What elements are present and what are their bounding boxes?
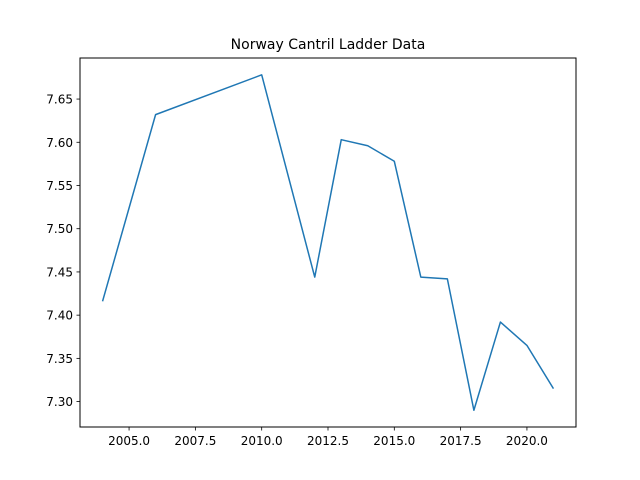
- x-tick-label: 2017.5: [440, 434, 482, 448]
- y-tick-label: 7.55: [46, 179, 73, 193]
- x-tick-label: 2010.0: [241, 434, 283, 448]
- axes-frame: [79, 57, 577, 428]
- y-axis: 7.30 7.35 7.40 7.45 7.50 7.55 7.60 7.65: [46, 93, 80, 409]
- y-tick-label: 7.50: [46, 222, 73, 236]
- y-tick-label: 7.35: [46, 352, 73, 366]
- x-tick-label: 2012.5: [307, 434, 349, 448]
- plot-area: [101, 74, 555, 411]
- x-tick-label: 2020.0: [506, 434, 548, 448]
- y-tick-label: 7.60: [46, 136, 73, 150]
- y-tick-label: 7.30: [46, 395, 73, 409]
- y-tick-label: 7.45: [46, 265, 73, 279]
- x-tick-label: 2007.5: [174, 434, 216, 448]
- chart-title: Norway Cantril Ladder Data: [231, 37, 426, 53]
- x-axis: 2005.0 2007.5 2010.0 2012.5 2015.0 2017.5 2020…: [108, 427, 548, 448]
- x-tick-label: 2015.0: [373, 434, 415, 448]
- y-tick-label: 7.40: [46, 309, 73, 323]
- series-line-0: [101, 74, 555, 411]
- y-tick-label: 7.65: [46, 93, 73, 107]
- x-tick-label: 2005.0: [108, 434, 150, 448]
